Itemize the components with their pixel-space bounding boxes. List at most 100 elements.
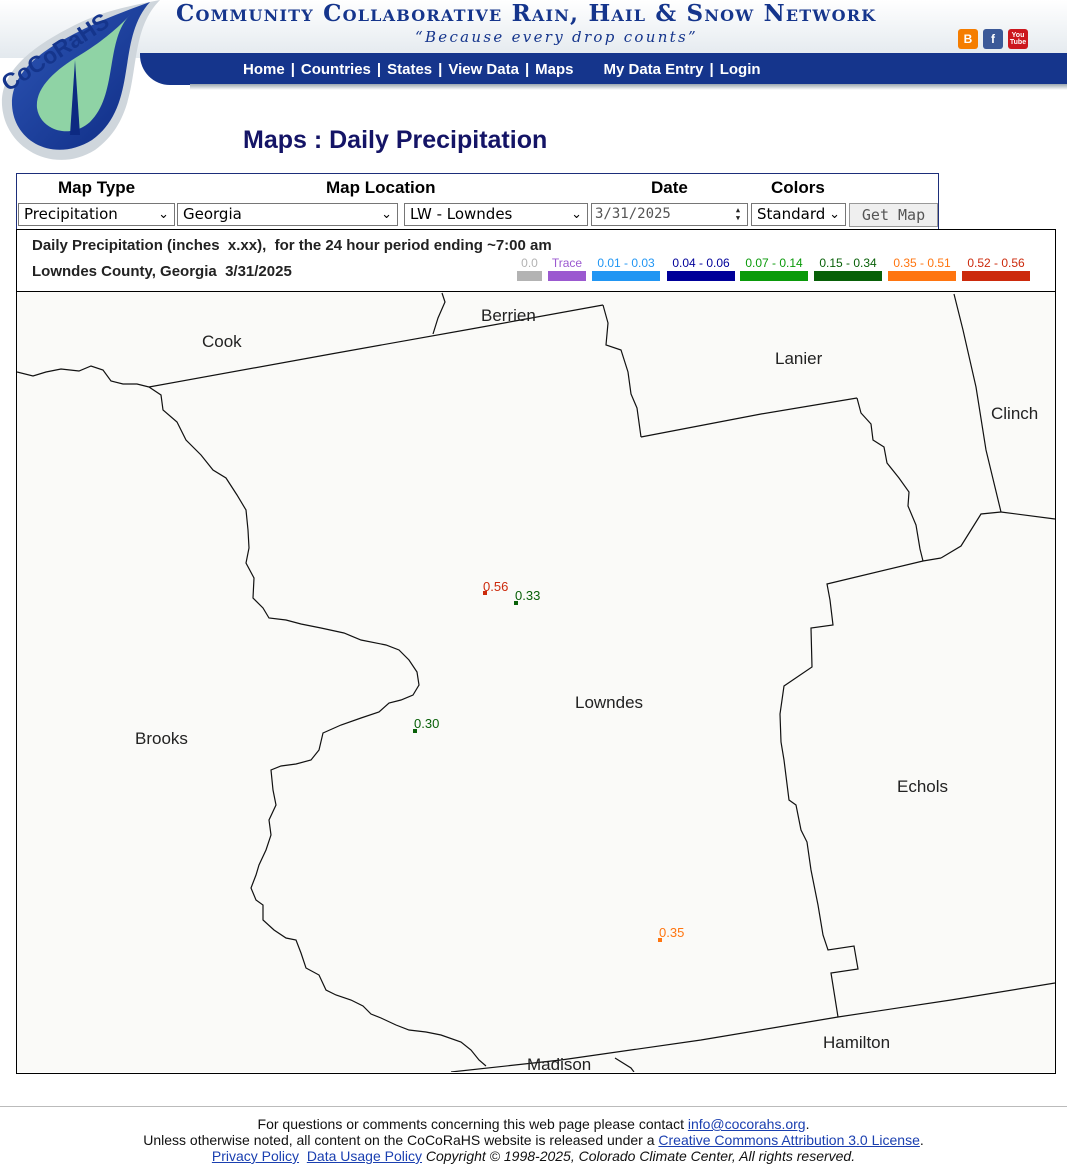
legend-bin-label: 0.01 - 0.03 <box>597 256 655 270</box>
chevron-down-icon: ⌄ <box>158 207 169 222</box>
legend-bin-swatch <box>740 271 808 281</box>
colors-value: Standard <box>757 205 826 223</box>
nav-view-data[interactable]: View Data <box>448 60 519 78</box>
data-usage-policy-link[interactable]: Data Usage Policy <box>306 1148 422 1164</box>
nav-band <box>140 53 1067 85</box>
county-boundaries <box>17 292 1055 1072</box>
page-title: Maps : Daily Precipitation <box>243 126 548 154</box>
county-map[interactable]: Berrien Cook Lanier Clinch Lowndes Brook… <box>17 292 1055 1072</box>
legend-bin-swatch <box>962 271 1030 281</box>
observation-station[interactable]: 0.35 <box>658 925 684 942</box>
nav-my-data-entry[interactable]: My Data Entry <box>603 60 704 78</box>
observation-station[interactable]: 0.33 <box>514 588 540 605</box>
legend-bin-label: 0.04 - 0.06 <box>672 256 730 270</box>
legend-bin: 0.04 - 0.06 <box>667 256 735 281</box>
footer-period: . <box>805 1116 810 1132</box>
site-tagline: “Because every drop counts” <box>415 28 698 46</box>
date-label: Date <box>651 178 688 197</box>
nav-separator: | <box>524 60 530 78</box>
main-nav: Home | Countries | States | View Data | … <box>243 59 761 79</box>
nav-separator: | <box>376 60 382 78</box>
nav-home[interactable]: Home <box>243 60 285 78</box>
nav-states[interactable]: States <box>387 60 433 78</box>
county-label-lowndes: Lowndes <box>575 693 643 712</box>
station-marker <box>483 591 487 595</box>
station-marker <box>658 938 662 942</box>
county-select[interactable]: LW - Lowndes ⌄ <box>404 203 588 226</box>
footer-license-text: Unless otherwise noted, all content on t… <box>143 1132 659 1148</box>
state-select[interactable]: Georgia ⌄ <box>177 203 398 226</box>
station-marker <box>413 729 417 733</box>
map-legend: Daily Precipitation (inches x.xx), for t… <box>17 230 1055 292</box>
county-label-berrien: Berrien <box>481 306 536 325</box>
legend-bin: 0.01 - 0.03 <box>592 256 660 281</box>
county-label-madison: Madison <box>527 1055 591 1072</box>
footer-divider <box>0 1106 1067 1107</box>
observation-value: 0.56 <box>483 579 508 594</box>
map-background <box>17 292 1055 1072</box>
map-location-label: Map Location <box>326 178 436 197</box>
legend-bin: 0.35 - 0.51 <box>888 256 956 281</box>
map-type-value: Precipitation <box>24 205 118 223</box>
legend-bin-swatch <box>592 271 660 281</box>
date-spinner-icon[interactable]: ▲ ▼ <box>735 206 741 222</box>
county-label-cook: Cook <box>202 332 242 351</box>
nav-separator: | <box>709 60 714 78</box>
legend-bin: 0.15 - 0.34 <box>814 256 882 281</box>
legend-title: Daily Precipitation (inches x.xx), for t… <box>32 237 552 254</box>
station-marker <box>514 601 518 605</box>
legend-bin-label: 0.0 <box>521 256 538 270</box>
footer: For questions or comments concerning thi… <box>0 1116 1067 1164</box>
observation-station[interactable]: 0.56 <box>483 579 508 595</box>
header-band <box>0 0 1067 58</box>
nav-maps[interactable]: Maps <box>535 60 574 78</box>
county-value: LW - Lowndes <box>410 205 513 223</box>
county-label-echols: Echols <box>897 777 948 796</box>
observation-station[interactable]: 0.30 <box>413 716 439 733</box>
map-type-select[interactable]: Precipitation ⌄ <box>18 203 175 226</box>
legend-bin: 0.07 - 0.14 <box>740 256 808 281</box>
legend-bin: 0.52 - 0.56 <box>962 256 1030 281</box>
map-type-label: Map Type <box>58 178 136 197</box>
observation-value: 0.33 <box>515 588 540 603</box>
map-options-form: Map Type Map Location Date Colors Precip… <box>16 173 939 230</box>
date-input[interactable]: 3/31/2025 ▲ ▼ <box>591 203 748 226</box>
footer-contact-line: For questions or comments concerning thi… <box>0 1116 1067 1132</box>
footer-license-link[interactable]: Creative Commons Attribution 3.0 License <box>658 1132 920 1148</box>
youtube-icon[interactable]: You Tube <box>1008 29 1028 49</box>
site-title: Community Collaborative Rain, Hail & Sno… <box>176 0 877 27</box>
nav-separator: | <box>438 60 443 78</box>
cocorahs-logo[interactable]: CoCoRaHS <box>0 0 170 165</box>
legend-bin-label: Trace <box>551 256 583 270</box>
observation-value: 0.35 <box>659 925 684 940</box>
county-label-lanier: Lanier <box>775 349 823 368</box>
legend-bin-label: 0.52 - 0.56 <box>967 256 1025 270</box>
observations: 0.56 0.33 0.30 0.35 <box>413 579 684 942</box>
legend-bin-swatch <box>888 271 956 281</box>
date-value: 3/31/2025 <box>595 206 671 222</box>
legend-bin-label: 0.15 - 0.34 <box>819 256 877 270</box>
facebook-icon[interactable]: f <box>983 29 1003 49</box>
privacy-policy-link[interactable]: Privacy Policy <box>211 1148 300 1164</box>
county-label-hamilton: Hamilton <box>823 1033 890 1052</box>
legend-bin-swatch <box>517 271 542 281</box>
get-map-button[interactable]: Get Map <box>849 203 938 227</box>
footer-license-line: Unless otherwise noted, all content on t… <box>0 1132 1067 1148</box>
legend-bin-label: 0.35 - 0.51 <box>893 256 951 270</box>
legend-bin-swatch <box>548 271 586 281</box>
footer-email-link[interactable]: info@cocorahs.org <box>687 1116 806 1132</box>
nav-band-shadow <box>190 84 1067 90</box>
legend-subtitle: Lowndes County, Georgia 3/31/2025 <box>32 263 292 280</box>
nav-separator: | <box>290 60 295 78</box>
footer-period: . <box>919 1132 924 1148</box>
state-value: Georgia <box>183 205 242 223</box>
footer-policy-line: Privacy Policy Data Usage Policy Copyrig… <box>0 1148 1067 1164</box>
nav-login[interactable]: Login <box>719 60 761 78</box>
map-panel: Daily Precipitation (inches x.xx), for t… <box>16 229 1056 1074</box>
nav-countries[interactable]: Countries <box>300 60 371 78</box>
county-label-clinch: Clinch <box>991 404 1038 423</box>
site-header: CoCoRaHS Community Collaborative Rain, H… <box>0 0 1067 170</box>
blogger-icon[interactable]: B <box>958 29 978 49</box>
chevron-down-icon: ⌄ <box>829 207 840 222</box>
colors-select[interactable]: Standard ⌄ <box>751 203 846 226</box>
